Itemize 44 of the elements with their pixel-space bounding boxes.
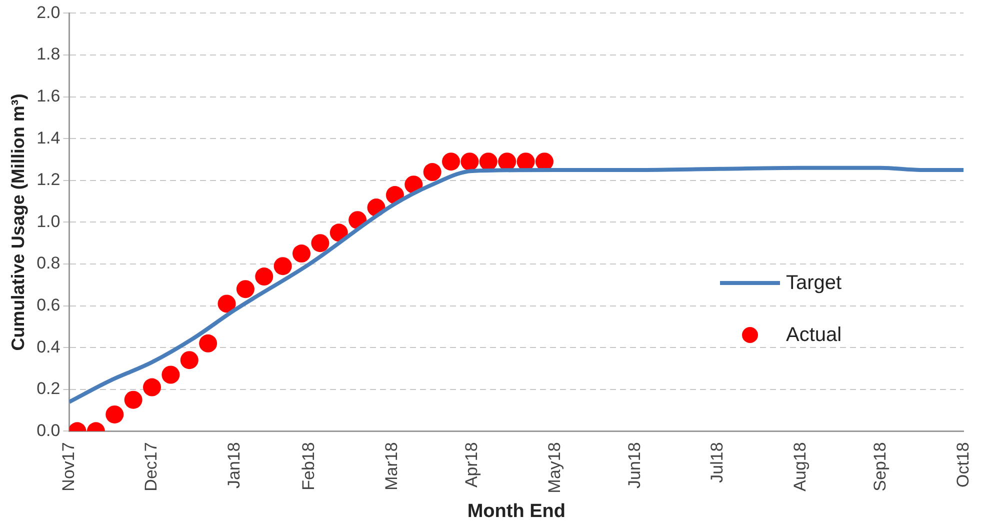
legend-label: Actual: [786, 324, 842, 346]
point: [255, 268, 274, 286]
point: [479, 152, 498, 171]
y-tick-label: 1.6: [36, 86, 60, 106]
point: [106, 405, 124, 424]
x-tick-label: May18: [544, 442, 564, 494]
point: [218, 294, 236, 313]
point: [180, 351, 198, 370]
y-tick-label: 0.6: [36, 295, 60, 314]
x-tick-label: Nov17: [58, 442, 78, 492]
x-tick-label: Sep18: [870, 442, 890, 492]
x-tick-label: Oct18: [953, 442, 972, 488]
point: [199, 334, 218, 352]
x-tick-label: Mar18: [382, 442, 401, 490]
x-tick-label: Jan18: [224, 442, 244, 489]
x-tick-label: Dec17: [142, 442, 161, 492]
x-tick-label: Aug18: [790, 442, 810, 492]
y-tick-label: 0.2: [36, 379, 60, 398]
y-tick-label: 2.0: [36, 2, 60, 22]
point: [236, 280, 254, 298]
x-tick-label: Jun18: [624, 442, 644, 489]
point: [442, 152, 460, 171]
point: [124, 390, 142, 409]
legend-label: Target: [786, 272, 842, 294]
y-tick-label: 1.8: [36, 44, 60, 64]
point: [274, 257, 292, 276]
point: [311, 234, 330, 252]
point: [142, 378, 161, 396]
x-tick-label: Jul18: [708, 442, 727, 483]
y-tick-label: 0.8: [36, 254, 60, 273]
y-tick-label: 1.2: [36, 170, 60, 190]
x-axis-title: Month End: [467, 500, 566, 522]
point: [423, 163, 442, 182]
x-tick-label: Apr18: [462, 442, 482, 488]
y-tick-label: 1.4: [36, 128, 60, 148]
point: [460, 152, 479, 171]
y-tick-label: 1.0: [36, 212, 60, 231]
point: [162, 366, 180, 384]
point: [292, 244, 310, 263]
y-tick-label: 0.0: [36, 420, 60, 440]
x-tick-label: Feb18: [299, 442, 318, 490]
point: [330, 224, 348, 242]
y-tick-label: 0.4: [36, 337, 60, 356]
y-axis-title: Cumulative Usage (Million m³): [8, 94, 28, 351]
